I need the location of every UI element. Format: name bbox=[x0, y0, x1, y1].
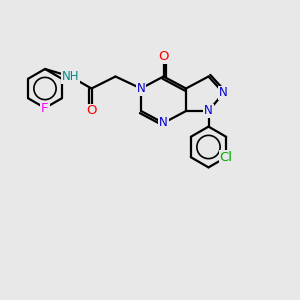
Text: O: O bbox=[158, 50, 169, 64]
Text: N: N bbox=[136, 82, 146, 95]
Text: N: N bbox=[159, 116, 168, 130]
Text: O: O bbox=[86, 104, 97, 118]
Text: NH: NH bbox=[62, 70, 79, 83]
Text: N: N bbox=[204, 104, 213, 118]
Text: N: N bbox=[219, 86, 228, 100]
Text: F: F bbox=[41, 101, 49, 115]
Text: Cl: Cl bbox=[220, 151, 233, 164]
